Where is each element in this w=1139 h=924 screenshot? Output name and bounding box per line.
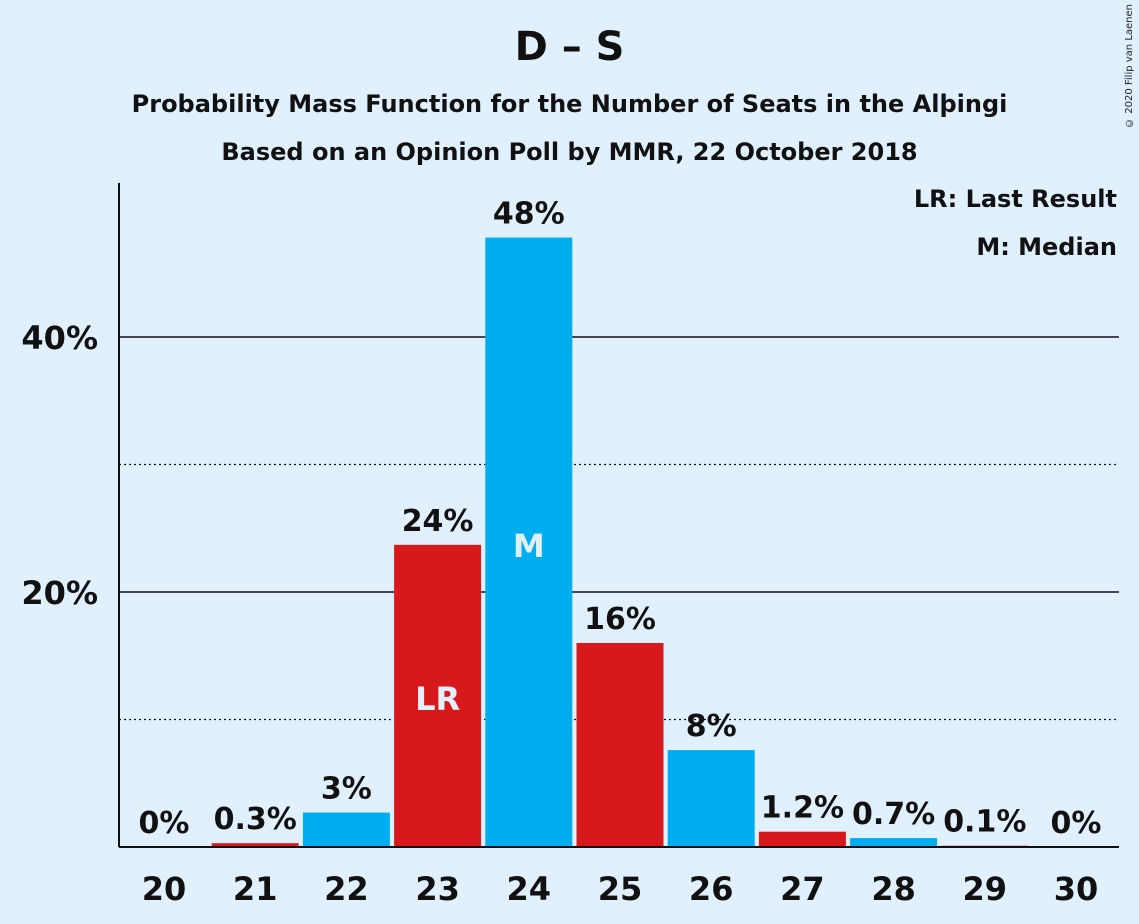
x-tick-label: 22: [324, 870, 369, 908]
x-tick-label: 23: [415, 870, 460, 908]
bar-value-label: 24%: [402, 504, 474, 539]
x-tick-label: 29: [963, 870, 1008, 908]
chart-title: D – S: [514, 24, 625, 70]
bar-marker-label: LR: [415, 680, 460, 718]
x-tick-label: 30: [1054, 870, 1099, 908]
chart-source: Based on an Opinion Poll by MMR, 22 Octo…: [221, 138, 918, 166]
x-tick-label: 26: [689, 870, 734, 908]
bar: [758, 831, 846, 847]
bar: [302, 812, 390, 847]
bar: [850, 838, 938, 847]
y-tick-label: 20%: [21, 574, 98, 612]
legend-median: M: Median: [976, 233, 1117, 261]
x-tick-label: 21: [233, 870, 278, 908]
bar-value-label: 0.3%: [214, 802, 297, 837]
bar: [485, 237, 573, 848]
bar: [667, 750, 755, 847]
bar: [394, 544, 482, 847]
bar-value-label: 0%: [1051, 806, 1102, 841]
bar: [211, 843, 299, 847]
y-tick-label: 40%: [21, 319, 98, 357]
bar-value-label: 48%: [493, 197, 565, 232]
x-tick-label: 20: [142, 870, 187, 908]
bar-value-label: 0%: [139, 806, 190, 841]
chart-subtitle: Probability Mass Function for the Number…: [131, 90, 1008, 118]
bar-value-label: 0.7%: [852, 797, 935, 832]
bar-value-label: 16%: [584, 602, 656, 637]
x-tick-label: 27: [780, 870, 825, 908]
bar-marker-label: M: [513, 527, 545, 565]
x-tick-label: 25: [598, 870, 643, 908]
bar-value-label: 3%: [321, 772, 372, 807]
x-tick-label: 24: [507, 870, 552, 908]
bar: [576, 643, 664, 847]
bar-value-label: 0.1%: [943, 805, 1026, 840]
legend-last-result: LR: Last Result: [913, 185, 1117, 213]
bar-value-label: 8%: [686, 709, 737, 744]
bar-value-label: 1.2%: [761, 791, 844, 826]
x-tick-label: 28: [871, 870, 916, 908]
